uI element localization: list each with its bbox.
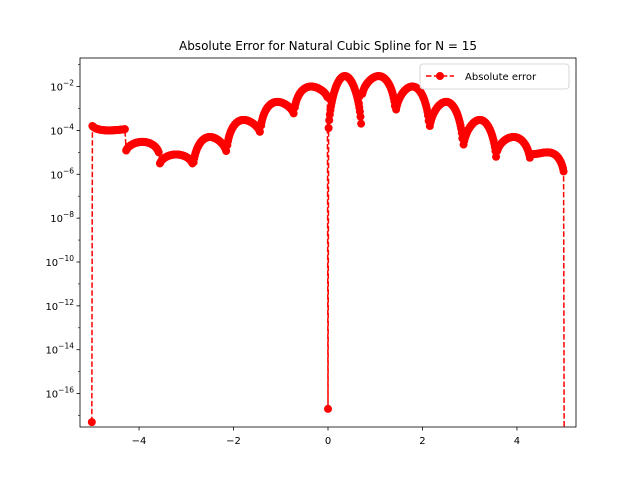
legend-box (419, 63, 570, 90)
legend-label: Absolute error (465, 72, 537, 83)
x-tick-label: −4 (132, 436, 147, 447)
data-point (154, 148, 163, 157)
data-point (289, 109, 298, 118)
knot-point (87, 418, 96, 427)
knot-point (324, 404, 332, 413)
data-point (324, 123, 333, 132)
x-tick-label: 0 (325, 436, 331, 447)
y-tick-label: 10−8 (50, 210, 74, 225)
y-axis: 10−16 10−14 10−12 10−10 10−8 10−6 10−4 10−2 (45, 64, 80, 416)
y-tick-label: 10−2 (50, 79, 74, 94)
legend-marker (436, 72, 444, 80)
data-point (120, 125, 129, 134)
x-axis: −4 −2 0 2 4 (132, 427, 520, 447)
y-tick-label: 10−16 (45, 386, 74, 401)
y-tick-label: 10−6 (50, 166, 74, 181)
legend: Absolute error (419, 63, 570, 90)
data-point (255, 127, 264, 136)
plot-area (87, 72, 568, 427)
chart-title: Absolute Error for Natural Cubic Spline … (179, 39, 477, 53)
error-series-markers (87, 72, 568, 427)
y-tick-label: 10−10 (45, 254, 74, 269)
data-point (356, 112, 365, 121)
x-tick-label: 4 (514, 436, 520, 447)
x-tick-label: −2 (226, 436, 241, 447)
x-tick-label: 2 (419, 436, 425, 447)
y-tick-label: 10−12 (45, 298, 74, 313)
data-point (357, 119, 366, 128)
data-point (559, 167, 568, 176)
y-tick-label: 10−14 (45, 342, 74, 357)
y-tick-label: 10−4 (50, 122, 74, 137)
